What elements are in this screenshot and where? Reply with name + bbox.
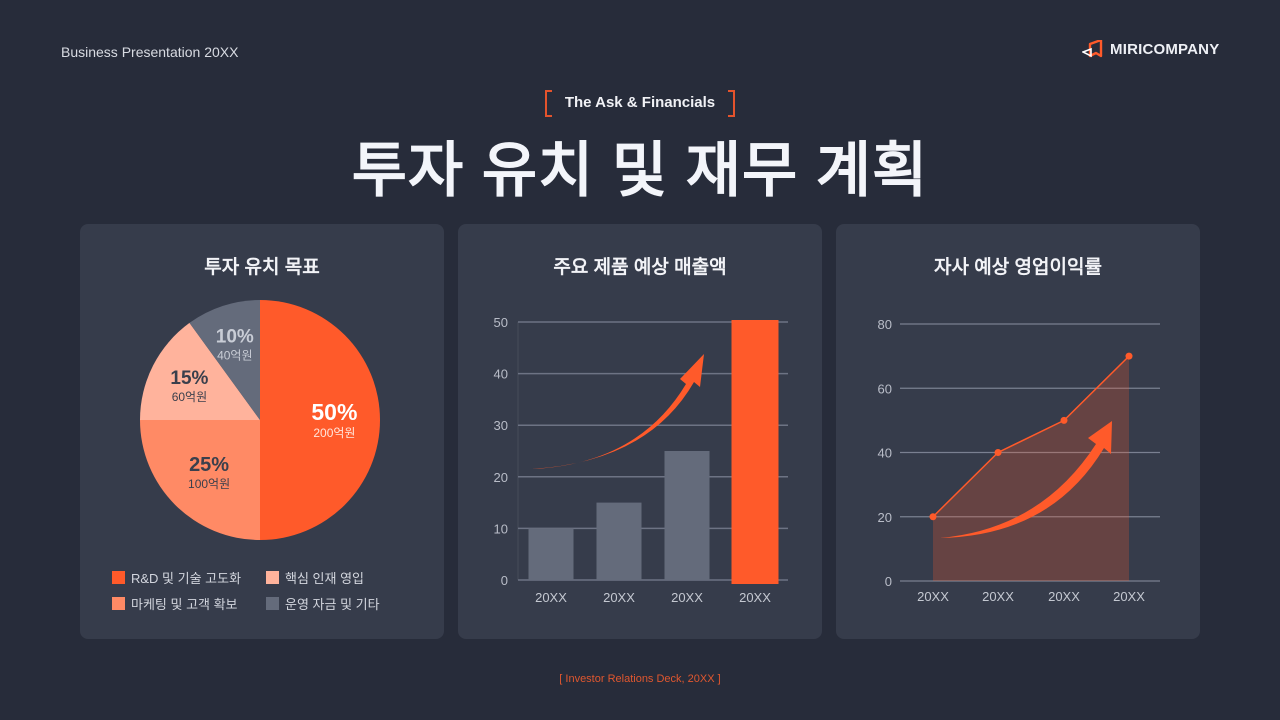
- presentation-subtitle: Business Presentation 20XX: [61, 44, 239, 60]
- y-tick-label: 0: [885, 574, 892, 589]
- y-tick-label: 20: [878, 510, 892, 525]
- card-title: 자사 예상 영업이익률: [934, 257, 1102, 278]
- data-point: [1125, 352, 1133, 360]
- legend-swatch: [266, 597, 279, 610]
- area-chart: 0 20 40 60 80 20XX 20XX 20XX 20XX: [878, 317, 1160, 604]
- footer-caption: [ Investor Relations Deck, 20XX ]: [559, 673, 721, 685]
- slice-percent-label: 50%: [311, 399, 357, 425]
- pie-slice: [140, 322, 260, 420]
- trend-arrow-icon: [940, 421, 1112, 538]
- legend-label: R&D 및 기술 고도화: [131, 571, 242, 586]
- legend-item: 운영 자금 및 기타: [266, 594, 412, 613]
- y-tick-label: 20: [494, 470, 508, 485]
- x-tick-label: 20XX: [671, 590, 703, 605]
- pie-legend: R&D 및 기술 고도화 핵심 인재 영입 마케팅 및 고객 확보 운영 자금 …: [112, 568, 412, 613]
- bar: [528, 528, 574, 580]
- card-title: 투자 유치 목표: [204, 257, 320, 278]
- legend-label: 핵심 인재 영입: [285, 571, 364, 586]
- y-tick-label: 50: [494, 315, 508, 330]
- legend-item: 핵심 인재 영입: [266, 568, 412, 587]
- y-tick-label: 30: [494, 418, 508, 433]
- x-tick-label: 20XX: [603, 590, 635, 605]
- slice-percent-label: 25%: [189, 454, 229, 476]
- x-tick-label: 20XX: [1048, 589, 1080, 604]
- area-fill: [933, 356, 1129, 581]
- bar: [664, 451, 710, 580]
- legend-swatch: [112, 571, 125, 584]
- trend-line: [932, 355, 1130, 518]
- bar: [596, 502, 642, 580]
- x-tick-label: 20XX: [917, 589, 949, 604]
- slice-amount-label: 60억원: [172, 390, 207, 404]
- legend-swatch: [266, 571, 279, 584]
- legend-swatch: [112, 597, 125, 610]
- x-tick-label: 20XX: [982, 589, 1014, 604]
- slice-percent-label: 10%: [216, 326, 254, 347]
- y-tick-label: 60: [878, 381, 892, 396]
- data-point: [929, 513, 937, 521]
- x-tick-label: 20XX: [535, 590, 567, 605]
- legend-item: R&D 및 기술 고도화: [112, 568, 266, 587]
- slice-percent-label: 15%: [170, 368, 208, 389]
- legend-label: 운영 자금 및 기타: [285, 597, 380, 612]
- x-tick-label: 20XX: [739, 590, 771, 605]
- pie-chart: 50%200억원 25%100억원 15%60억원 10%40억원: [140, 300, 380, 540]
- logo-flag-icon: [1082, 40, 1103, 58]
- y-tick-label: 0: [501, 573, 508, 588]
- pie-slice: [260, 300, 380, 540]
- section-kicker: The Ask & Financials: [0, 88, 1280, 117]
- bar-chart: 0 10 20 30 40 50 20XX 20XX 20XX 20XX: [494, 315, 788, 605]
- operating-margin-card: 자사 예상 영업이익률 0 20 40 60 80 20XX 20XX 20XX 20XX: [836, 224, 1200, 639]
- y-tick-label: 80: [878, 317, 892, 332]
- slice-amount-label: 40억원: [217, 348, 252, 362]
- investment-goal-card: 투자 유치 목표 50% 200억원 25% 100억원 15% 60억원 10% 40억원 …: [80, 224, 444, 639]
- product-revenue-card: 주요 제품 예상 매출액 0 10 20 30 40 50 20XX 20XX 20XX 20XX: [458, 224, 822, 639]
- pie-slice: [189, 300, 260, 420]
- card-title: 주요 제품 예상 매출액: [553, 257, 727, 278]
- y-tick-label: 10: [494, 521, 508, 536]
- logo-text: MIRICOMPANY: [1110, 40, 1220, 58]
- trend-arrow-icon: [532, 354, 704, 469]
- x-tick-label: 20XX: [1113, 589, 1145, 604]
- data-point: [1060, 416, 1068, 424]
- data-point: [994, 449, 1002, 456]
- slice-amount-label: 100억원: [188, 477, 230, 491]
- slice-amount-label: 200억원: [313, 426, 355, 440]
- company-logo: MIRICOMPANY: [1082, 40, 1219, 58]
- page-title: 투자 유치 및 재무 계획: [351, 137, 929, 204]
- legend-item: 마케팅 및 고객 확보: [112, 594, 266, 613]
- legend-label: 마케팅 및 고객 확보: [131, 597, 238, 612]
- pie-slice: [140, 420, 260, 540]
- y-tick-label: 40: [494, 367, 508, 382]
- y-tick-label: 40: [878, 446, 892, 461]
- bar: [731, 320, 779, 584]
- kicker-text: The Ask & Financials: [544, 88, 736, 117]
